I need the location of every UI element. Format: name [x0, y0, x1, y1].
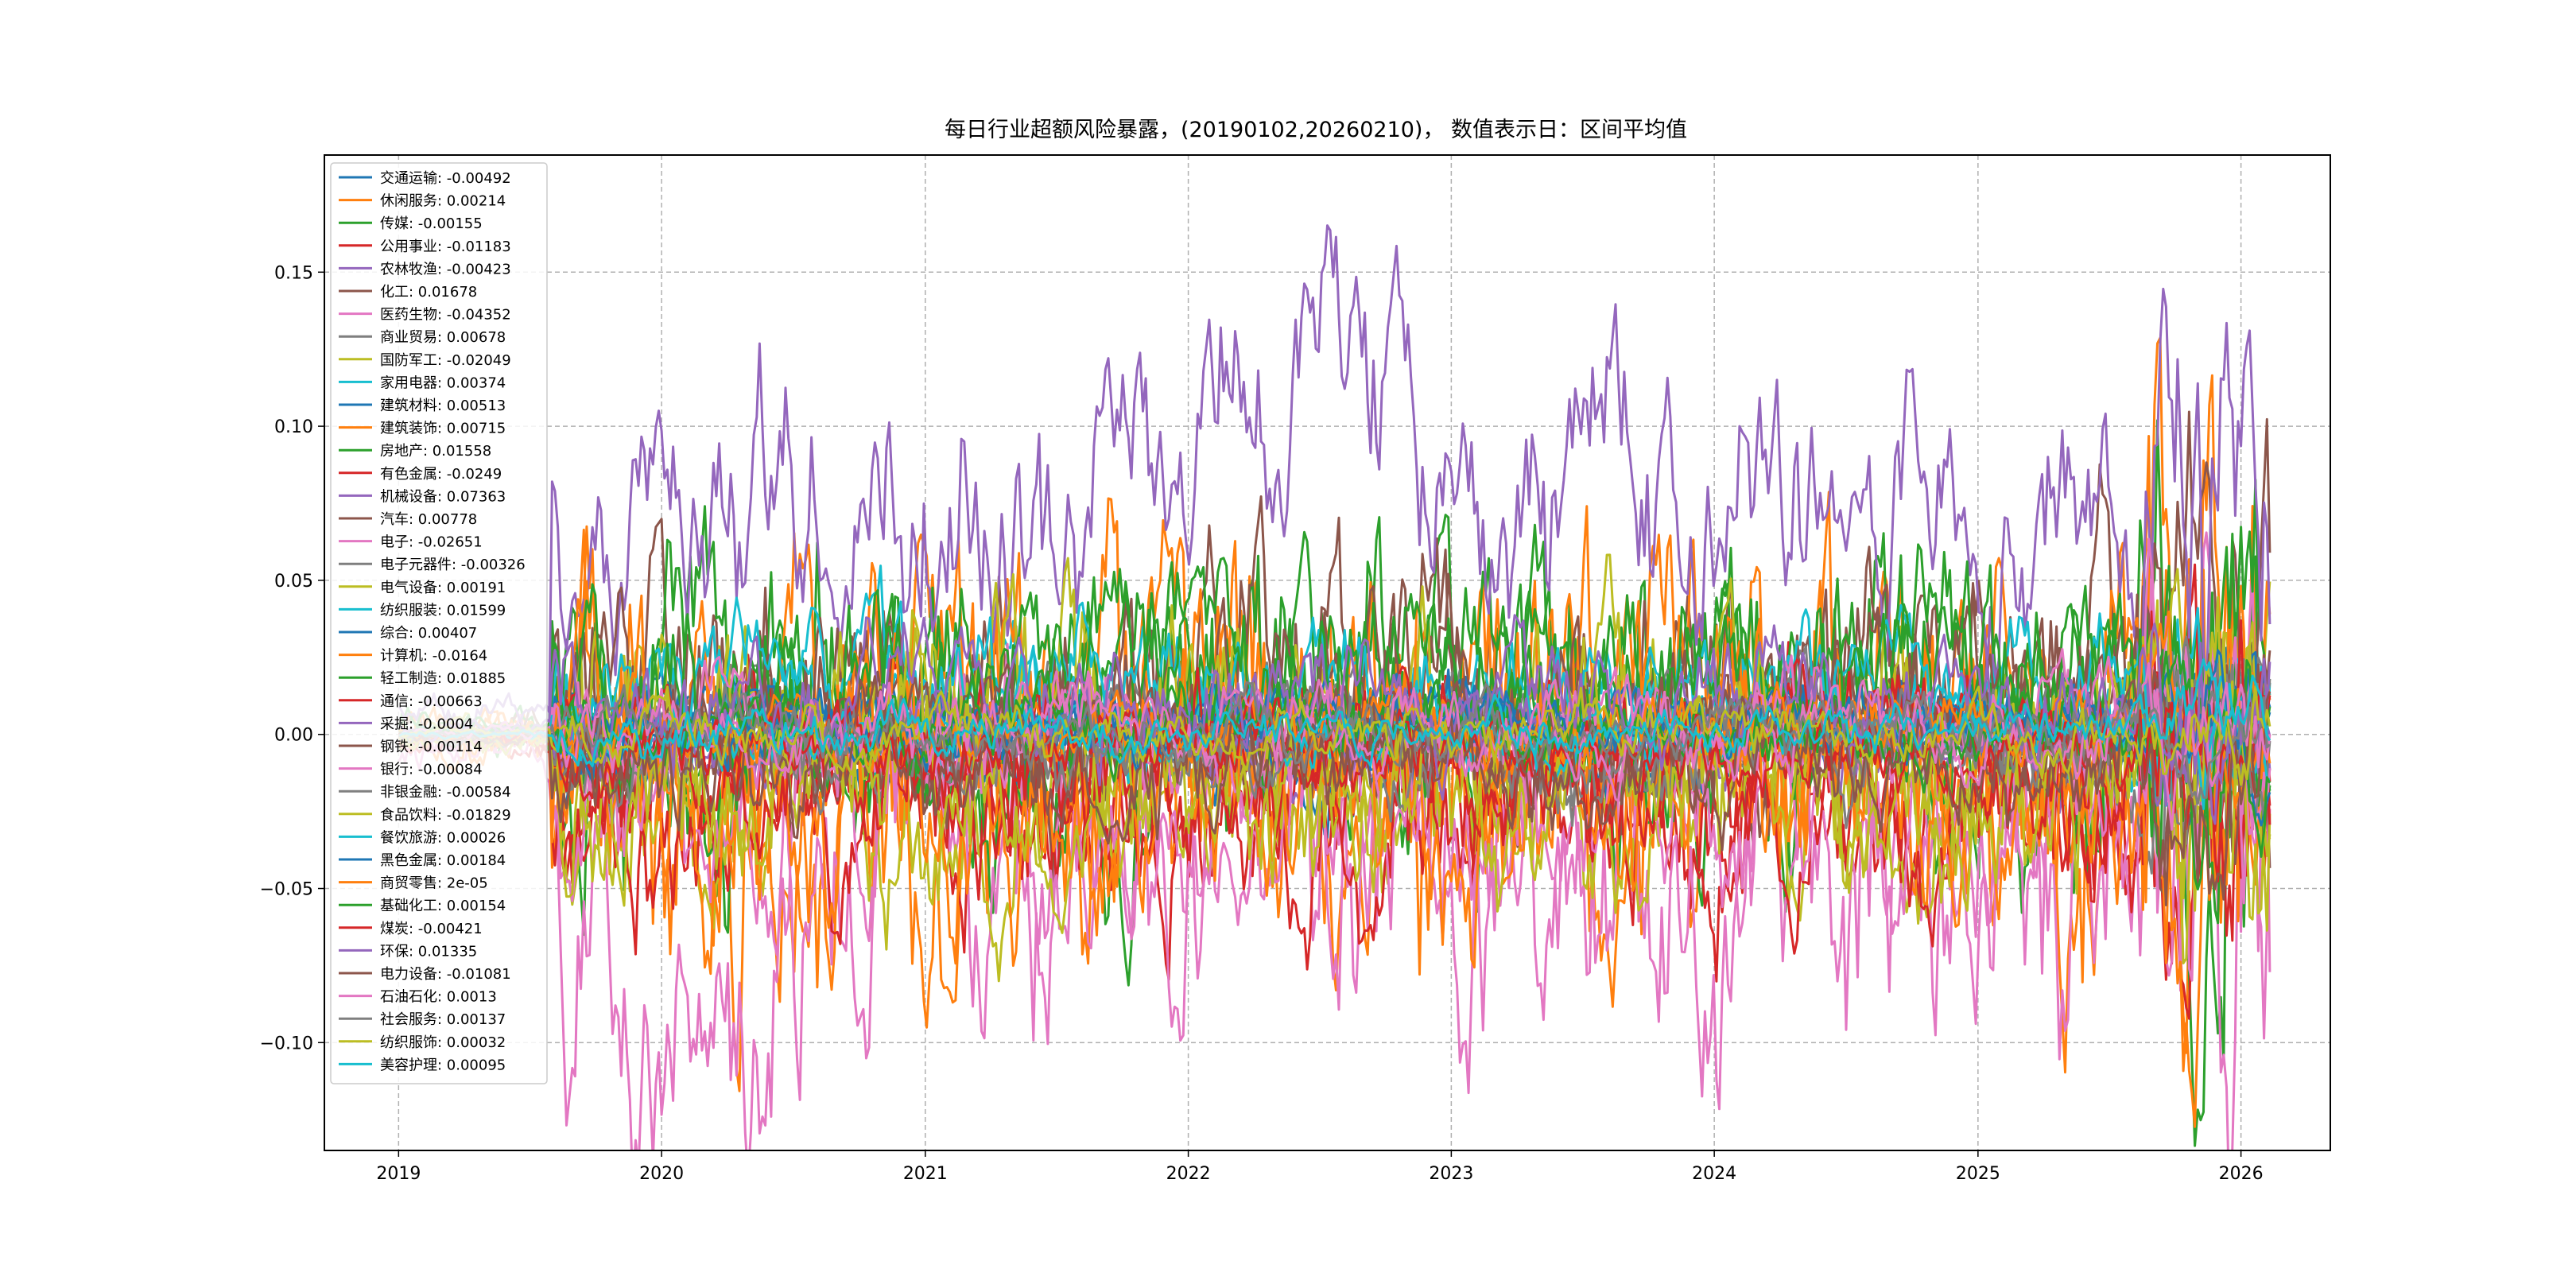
legend-label: 电子元器件: -0.00326 [380, 557, 526, 573]
legend-label: 黑色金属: 0.00184 [380, 852, 506, 869]
legend-label: 化工: 0.01678 [380, 284, 477, 301]
legend-label: 综合: 0.00407 [380, 625, 477, 642]
legend-label: 美容护理: 0.00095 [380, 1057, 506, 1073]
y-tick-label: 0.15 [274, 263, 313, 283]
legend-label: 房地产: 0.01558 [380, 443, 491, 460]
chart-title: 每日行业超额风险暴露，(20190102,20260210)， 数值表示日：区间… [945, 118, 1687, 142]
legend-label: 银行: -0.00084 [380, 762, 483, 778]
x-tick-label: 2020 [639, 1164, 684, 1184]
x-tick-label: 2025 [1956, 1164, 2000, 1184]
legend-label: 煤炭: -0.00421 [380, 921, 483, 937]
x-tick-label: 2022 [1166, 1164, 1211, 1184]
legend: 交通运输: -0.00492 休闲服务: 0.00214 传媒: -0.00155 公… [330, 162, 548, 1084]
legend-label: 机械设备: 0.07363 [380, 488, 506, 505]
legend-label: 钢铁: -0.00114 [380, 739, 483, 755]
series-line [398, 537, 2271, 1040]
x-tick-label: 2023 [1429, 1164, 1473, 1184]
legend-label: 石油石化: 0.0013 [380, 989, 497, 1006]
legend-label: 传媒: -0.00155 [380, 215, 483, 232]
y-axis: 0.15 0.10 0.05 0.00 −0.05 −0.10 [260, 263, 324, 1053]
legend-label: 公用事业: -0.01183 [380, 239, 511, 255]
legend-label: 纺织服饰: 0.00032 [380, 1034, 506, 1051]
legend-label: 建筑材料: 0.00513 [380, 398, 506, 414]
legend-label: 基础化工: 0.00154 [380, 898, 506, 914]
legend-label: 电力设备: -0.01081 [380, 966, 511, 983]
y-tick-label: 0.10 [274, 417, 313, 437]
y-tick-label: −0.05 [260, 880, 313, 900]
legend-label: 餐饮旅游: 0.00026 [380, 829, 506, 846]
legend-label: 交通运输: -0.00492 [380, 170, 511, 187]
y-tick-label: 0.05 [274, 572, 313, 592]
series-line [398, 517, 2271, 1150]
series-line [398, 685, 2271, 786]
legend-label: 商贸零售: 2e-05 [380, 875, 488, 892]
series-line [398, 658, 2271, 767]
x-tick-label: 2024 [1692, 1164, 1736, 1184]
legend-label: 建筑装饰: 0.00715 [380, 421, 506, 437]
legend-label: 医药生物: -0.04352 [380, 307, 511, 324]
x-tick-label: 2019 [376, 1164, 421, 1184]
series-line [398, 478, 2271, 840]
legend-label: 电气设备: 0.00191 [380, 580, 506, 596]
legend-label: 有色金属: -0.0249 [380, 466, 502, 483]
legend-label: 非银金融: -0.00584 [380, 784, 511, 801]
x-tick-label: 2026 [2219, 1164, 2264, 1184]
legend-label: 轻工制造: 0.01885 [380, 670, 506, 687]
legend-label: 家用电器: 0.00374 [380, 374, 506, 391]
x-axis: 2019 2020 2021 2022 2023 2024 2025 2026 [376, 1150, 2264, 1184]
x-tick-label: 2021 [903, 1164, 948, 1184]
legend-label: 社会服务: 0.00137 [380, 1011, 506, 1028]
y-tick-label: 0.00 [274, 726, 313, 746]
legend-label: 通信: -0.00663 [380, 693, 483, 710]
legend-label: 采掘: -0.0004 [380, 716, 473, 732]
legend-label: 休闲服务: 0.00214 [380, 193, 506, 210]
plot-frame [324, 154, 2331, 1151]
legend-label: 汽车: 0.00778 [380, 511, 477, 528]
legend-label: 农林牧渔: -0.00423 [380, 261, 511, 277]
series-line [398, 596, 2271, 934]
series-line [398, 224, 2271, 727]
legend-label: 纺织服装: 0.01599 [380, 602, 506, 619]
y-tick-label: −0.10 [260, 1034, 313, 1053]
series-layer [398, 224, 2271, 1150]
legend-label: 国防军工: -0.02049 [380, 352, 511, 369]
legend-label: 电子: -0.02651 [380, 534, 483, 551]
series-line [398, 675, 2271, 906]
legend-label: 计算机: -0.0164 [380, 648, 487, 665]
legend-box [330, 162, 548, 1084]
legend-label: 商业贸易: 0.00678 [380, 329, 506, 346]
legend-label: 食品饮料: -0.01829 [380, 807, 511, 824]
legend-label: 环保: 0.01335 [380, 943, 477, 960]
